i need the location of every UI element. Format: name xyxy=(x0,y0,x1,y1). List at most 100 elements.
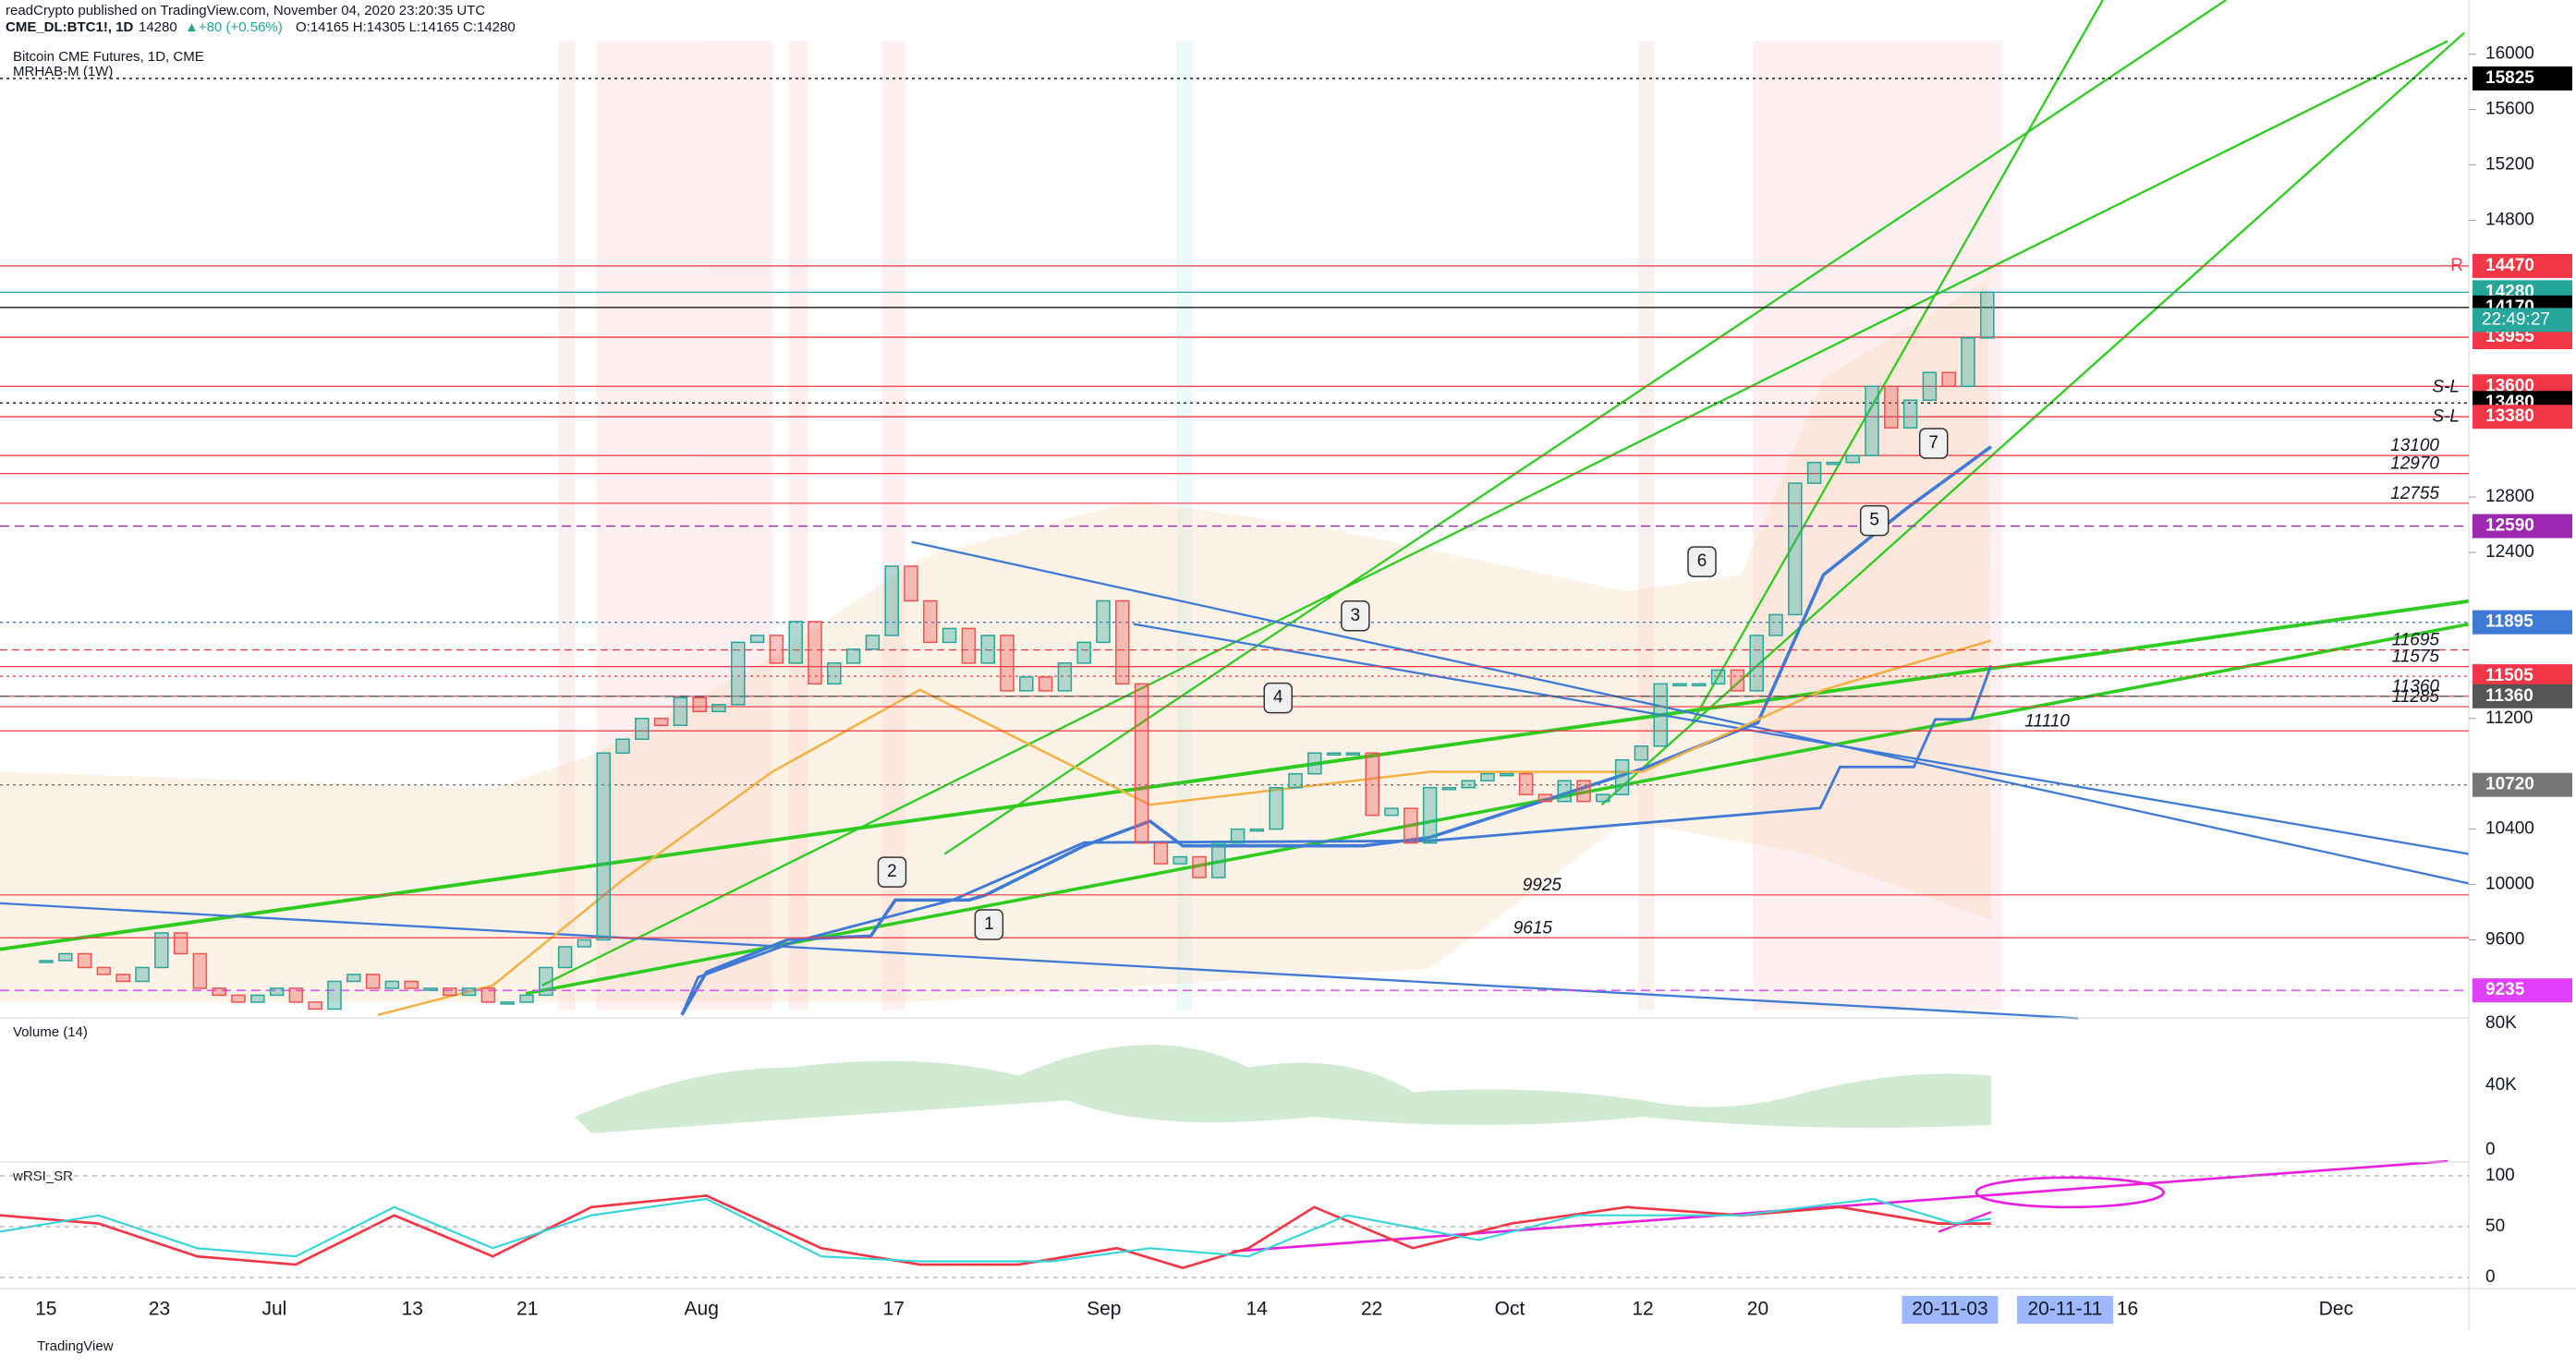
time-label: Oct xyxy=(1495,1299,1525,1320)
candle xyxy=(1153,841,1169,865)
callout: 4 xyxy=(1273,688,1283,708)
candle xyxy=(1518,772,1534,795)
rsi-title: wRSI_SR xyxy=(12,1168,73,1184)
candle xyxy=(212,987,226,997)
time-label: 21 xyxy=(516,1299,538,1320)
candle xyxy=(1269,786,1283,830)
time-label: 22 xyxy=(1361,1299,1382,1320)
publisher: readCrypto published on TradingView.com,… xyxy=(6,3,485,18)
candle xyxy=(1307,752,1322,775)
candle xyxy=(557,946,573,969)
candle xyxy=(788,621,803,664)
candle xyxy=(615,738,630,754)
candle xyxy=(1173,855,1187,865)
candle xyxy=(1980,291,1995,339)
candle xyxy=(1941,371,1956,387)
candle xyxy=(1038,676,1053,692)
price-tick-label: 10400 xyxy=(2485,819,2534,839)
candle xyxy=(250,994,265,1003)
candle xyxy=(1557,780,1572,803)
callout-box xyxy=(974,909,1004,940)
symbol: CME_DL:BTC1!, 1D xyxy=(6,19,134,35)
sl-label: S-L xyxy=(2432,407,2460,427)
candle xyxy=(1249,828,1265,832)
ohlc: O:14165 H:14305 L:14165 C:14280 xyxy=(296,19,516,35)
time-highlight: 20-11-11 xyxy=(2027,1299,2102,1320)
candle xyxy=(423,987,438,991)
candle xyxy=(1653,683,1668,747)
candle xyxy=(1614,758,1630,795)
candle xyxy=(1384,807,1399,817)
time-label: 12 xyxy=(1632,1299,1653,1320)
volume-title: Volume (14) xyxy=(13,1024,88,1040)
candle xyxy=(461,987,477,997)
candle xyxy=(1422,786,1438,844)
price-label: 15825 xyxy=(2485,68,2534,88)
candle xyxy=(1672,683,1687,687)
candle xyxy=(1537,793,1553,803)
callout: 2 xyxy=(887,862,897,881)
candle xyxy=(673,696,688,727)
time-label: 20 xyxy=(1747,1299,1768,1320)
candle xyxy=(1288,772,1303,789)
candle xyxy=(827,662,842,685)
candle xyxy=(1076,641,1091,664)
callout: 1 xyxy=(984,914,994,934)
candle xyxy=(808,621,822,685)
candle xyxy=(1461,780,1476,789)
candle xyxy=(308,1001,322,1011)
candle xyxy=(1768,613,1783,636)
volume-tick: 80K xyxy=(2485,1013,2517,1033)
time-label: 13 xyxy=(402,1299,423,1320)
volume-tick: 40K xyxy=(2485,1075,2517,1095)
candle xyxy=(769,635,784,664)
candle xyxy=(577,938,592,948)
time-label: 14 xyxy=(1245,1299,1268,1320)
candle xyxy=(173,932,188,955)
level-label: 9925 xyxy=(1523,876,1562,895)
candle xyxy=(1788,482,1803,616)
candle xyxy=(1057,662,1073,692)
candle xyxy=(1826,461,1841,466)
candle xyxy=(1480,772,1495,781)
candle xyxy=(1865,385,1879,456)
price-tick-label: 16000 xyxy=(2485,44,2534,64)
callout-box xyxy=(1341,600,1370,632)
candle xyxy=(1326,752,1342,756)
candle xyxy=(1134,683,1149,844)
candle xyxy=(884,565,899,636)
candle xyxy=(1500,772,1514,777)
callout-box xyxy=(1918,428,1949,459)
candle xyxy=(384,980,400,989)
price-tick-label: 12400 xyxy=(2485,542,2534,562)
countdown-box xyxy=(2473,308,2572,333)
level-label: 9615 xyxy=(1513,918,1553,938)
candle xyxy=(942,627,957,644)
candle xyxy=(1806,461,1822,484)
candle xyxy=(1884,385,1899,429)
candle xyxy=(845,648,861,664)
candle xyxy=(1441,786,1457,791)
price-label: 11505 xyxy=(2485,666,2533,685)
candle xyxy=(904,565,918,602)
price-label-box xyxy=(2473,610,2572,635)
price-label: 10720 xyxy=(2485,775,2534,794)
price-tick-label: 9600 xyxy=(2485,929,2524,949)
candle xyxy=(519,994,534,1003)
candle xyxy=(500,1001,515,1005)
sl-label: S-L xyxy=(2432,378,2460,397)
callout-box xyxy=(877,856,907,888)
candle xyxy=(365,974,381,989)
candle xyxy=(96,966,112,975)
change: ▲+80 (+0.56%) xyxy=(185,19,283,35)
candle xyxy=(1902,399,1918,429)
candle xyxy=(1692,683,1707,687)
price-label-box xyxy=(2473,514,2572,539)
candle xyxy=(1000,635,1015,692)
callout-box xyxy=(1859,504,1889,537)
candle xyxy=(327,980,342,1011)
candle xyxy=(269,987,285,997)
candle xyxy=(961,627,977,664)
